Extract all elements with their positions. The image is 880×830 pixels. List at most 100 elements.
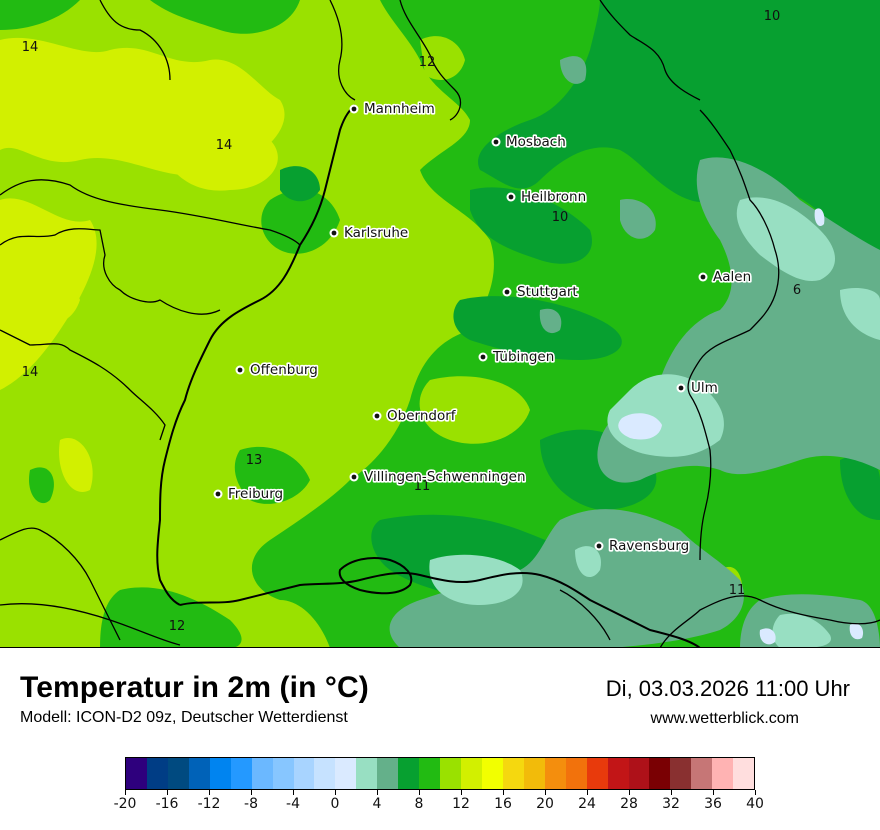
city-label: Freiburg <box>228 486 283 502</box>
colorbar-tick-label: 20 <box>536 796 554 812</box>
city-label: Ravensburg <box>609 538 689 554</box>
colorbar-bin <box>586 758 608 789</box>
colorbar-tick <box>460 790 462 795</box>
isotherm-value-label: 14 <box>22 40 39 55</box>
colorbar-tick <box>502 790 504 795</box>
city-label: Aalen <box>713 269 751 285</box>
city-label: Heilbronn <box>521 189 586 205</box>
city-label: Offenburg <box>250 362 318 378</box>
map-canvas: 14 12 10 14 10 6 14 13 11 11 12 Mannheim Mosbach Hei… <box>0 0 880 647</box>
colorbar-bin <box>544 758 566 789</box>
forecast-datetime: Di, 03.03.2026 11:00 Uhr <box>605 676 850 701</box>
city-marker[interactable]: Stuttgart <box>502 282 579 302</box>
colorbar-bin <box>230 758 252 789</box>
isotherm-value-label: 10 <box>552 210 569 225</box>
colorbar-tick-label: -20 <box>113 796 137 812</box>
colorbar-tick-label: -4 <box>286 796 300 812</box>
isotherm-value-label: 14 <box>22 365 39 380</box>
city-marker[interactable]: Mosbach <box>491 132 567 152</box>
isotherm-value-label: 6 <box>793 283 801 298</box>
colorbar-bin <box>167 758 189 789</box>
city-label: Stuttgart <box>517 284 578 300</box>
colorbar-tick-label: -16 <box>155 796 179 812</box>
colorbar-tick <box>418 790 420 795</box>
colorbar-bin <box>209 758 231 789</box>
colorbar-bin <box>628 758 650 789</box>
city-label: Ulm <box>691 380 718 396</box>
city-label: Villingen-Schwenningen <box>364 469 526 485</box>
city-marker[interactable]: Freiburg <box>213 484 285 504</box>
colorbar-bin <box>481 758 503 789</box>
isotherm-value-label: 14 <box>216 138 233 153</box>
colorbar-bin <box>335 758 357 789</box>
city-marker[interactable]: Offenburg <box>235 360 319 380</box>
colorbar-tick <box>376 790 378 795</box>
colorbar-bin <box>377 758 399 789</box>
city-label: Oberndorf <box>387 408 457 424</box>
colorbar-tick <box>208 790 210 795</box>
colorbar-tick-label: -12 <box>197 796 221 812</box>
city-marker[interactable]: Oberndorf <box>372 406 458 426</box>
colorbar-bin <box>691 758 713 789</box>
colorbar-bin <box>419 758 441 789</box>
temperature-map[interactable]: 14 12 10 14 10 6 14 13 11 11 12 Mannheim Mosbach Hei… <box>0 0 880 648</box>
colorbar-bin <box>146 758 168 789</box>
colorbar-tick <box>628 790 630 795</box>
city-marker[interactable]: Mannheim <box>349 99 436 119</box>
city-marker[interactable]: Heilbronn <box>506 187 588 207</box>
isotherm-value-label: 11 <box>414 479 431 494</box>
city-label: Karlsruhe <box>344 225 408 241</box>
city-label: Mannheim <box>364 101 435 117</box>
colorbar-tick-label: -8 <box>244 796 258 812</box>
city-marker[interactable]: Aalen <box>698 267 753 287</box>
colorbar-bin <box>523 758 545 789</box>
model-subtitle: Modell: ICON-D2 09z, Deutscher Wetterdie… <box>20 709 348 726</box>
colorbar-bin <box>565 758 587 789</box>
colorbar-tick <box>334 790 336 795</box>
colorbar-tick <box>586 790 588 795</box>
colorbar-tick-label: 12 <box>452 796 470 812</box>
isotherm-value-label: 12 <box>419 55 436 70</box>
colorbar-tick <box>670 790 672 795</box>
city-marker[interactable]: Ravensburg <box>594 536 691 556</box>
colorbar-tick-label: 24 <box>578 796 596 812</box>
colorbar-bin <box>293 758 315 789</box>
colorbar-bin <box>356 758 378 789</box>
colorbar-tick-label: 36 <box>704 796 722 812</box>
isotherm-value-label: 11 <box>729 583 746 598</box>
colorbar-bin <box>188 758 210 789</box>
city-markers: Mannheim Mosbach Heilbronn Karlsruhe Aalen St… <box>213 99 753 556</box>
city-marker[interactable]: Tübingen <box>478 347 556 367</box>
isotherm-labels: 14 12 10 14 10 6 14 13 11 11 12 <box>22 9 801 634</box>
colorbar-tick <box>544 790 546 795</box>
colorbar-tick-label: 8 <box>414 796 424 812</box>
colorbar-tick-label: 40 <box>746 796 764 812</box>
colorbar-bin <box>272 758 294 789</box>
colorbar-bin <box>733 758 755 789</box>
colorbar-tick-label: 4 <box>372 796 382 812</box>
colorbar-tick-label: 0 <box>330 796 340 812</box>
colorbar-bin <box>398 758 420 789</box>
colorbar-tick <box>250 790 252 795</box>
colorbar-bin <box>314 758 336 789</box>
colorbar-bin <box>251 758 273 789</box>
map-title: Temperatur in 2m (in °C) <box>20 671 369 704</box>
colorbar-tick <box>166 790 168 795</box>
city-label: Mosbach <box>506 134 566 150</box>
isotherm-value-label: 10 <box>764 9 781 24</box>
colorbar-tick <box>712 790 714 795</box>
website-link[interactable]: www.wetterblick.com <box>650 710 799 727</box>
city-marker[interactable]: Villingen-Schwenningen <box>349 467 527 487</box>
isotherm-value-label: 13 <box>246 453 263 468</box>
colorbar-bin <box>607 758 629 789</box>
colorbar-bin <box>712 758 734 789</box>
city-marker[interactable]: Karlsruhe <box>329 223 410 243</box>
temperature-colorbar <box>125 757 755 790</box>
colorbar-bin <box>502 758 524 789</box>
colorbar-tick <box>292 790 294 795</box>
colorbar-tick-label: 16 <box>494 796 512 812</box>
city-label: Tübingen <box>492 349 554 365</box>
colorbar-bin <box>461 758 482 789</box>
city-marker[interactable]: Ulm <box>676 378 719 398</box>
colorbar-bin <box>670 758 692 789</box>
